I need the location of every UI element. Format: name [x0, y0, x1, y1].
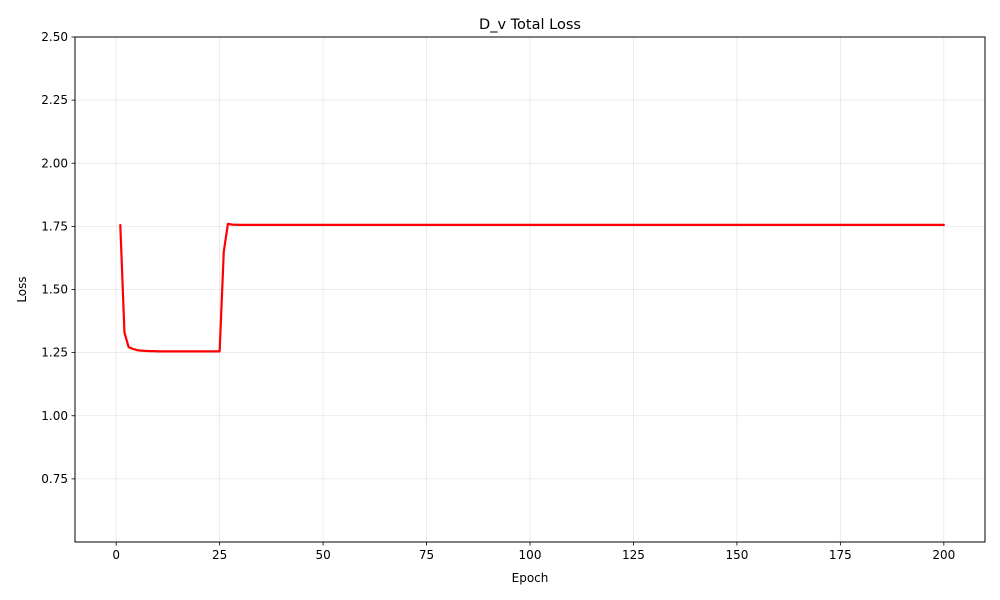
x-tick-label: 25 [212, 548, 227, 562]
x-tick-label: 100 [519, 548, 542, 562]
chart-title: D_v Total Loss [479, 17, 581, 33]
ticks: 0 25 50 75 100 125 150 175 200 0.75 1.00 1.25 1.50 1.… [41, 30, 955, 562]
x-tick-label: 0 [112, 548, 120, 562]
y-tick-label: 2.00 [41, 156, 68, 170]
y-tick-label: 1.25 [41, 346, 68, 360]
plot-lines [119, 222, 945, 353]
x-tick-label: 75 [419, 548, 434, 562]
y-tick-label: 1.00 [41, 409, 68, 423]
x-tick-label: 150 [725, 548, 748, 562]
y-axis-title: Loss [15, 276, 29, 302]
x-tick-label: 200 [932, 548, 955, 562]
x-tick-label: 50 [315, 548, 330, 562]
y-tick-label: 2.50 [41, 30, 68, 44]
y-tick-label: 2.25 [41, 93, 68, 107]
y-tick-label: 1.75 [41, 219, 68, 233]
x-tick-label: 125 [622, 548, 645, 562]
x-tick-label: 175 [829, 548, 852, 562]
y-tick-label: 0.75 [41, 472, 68, 486]
x-axis-title: Epoch [512, 571, 549, 585]
series-line [119, 222, 945, 353]
y-tick-label: 1.50 [41, 283, 68, 297]
